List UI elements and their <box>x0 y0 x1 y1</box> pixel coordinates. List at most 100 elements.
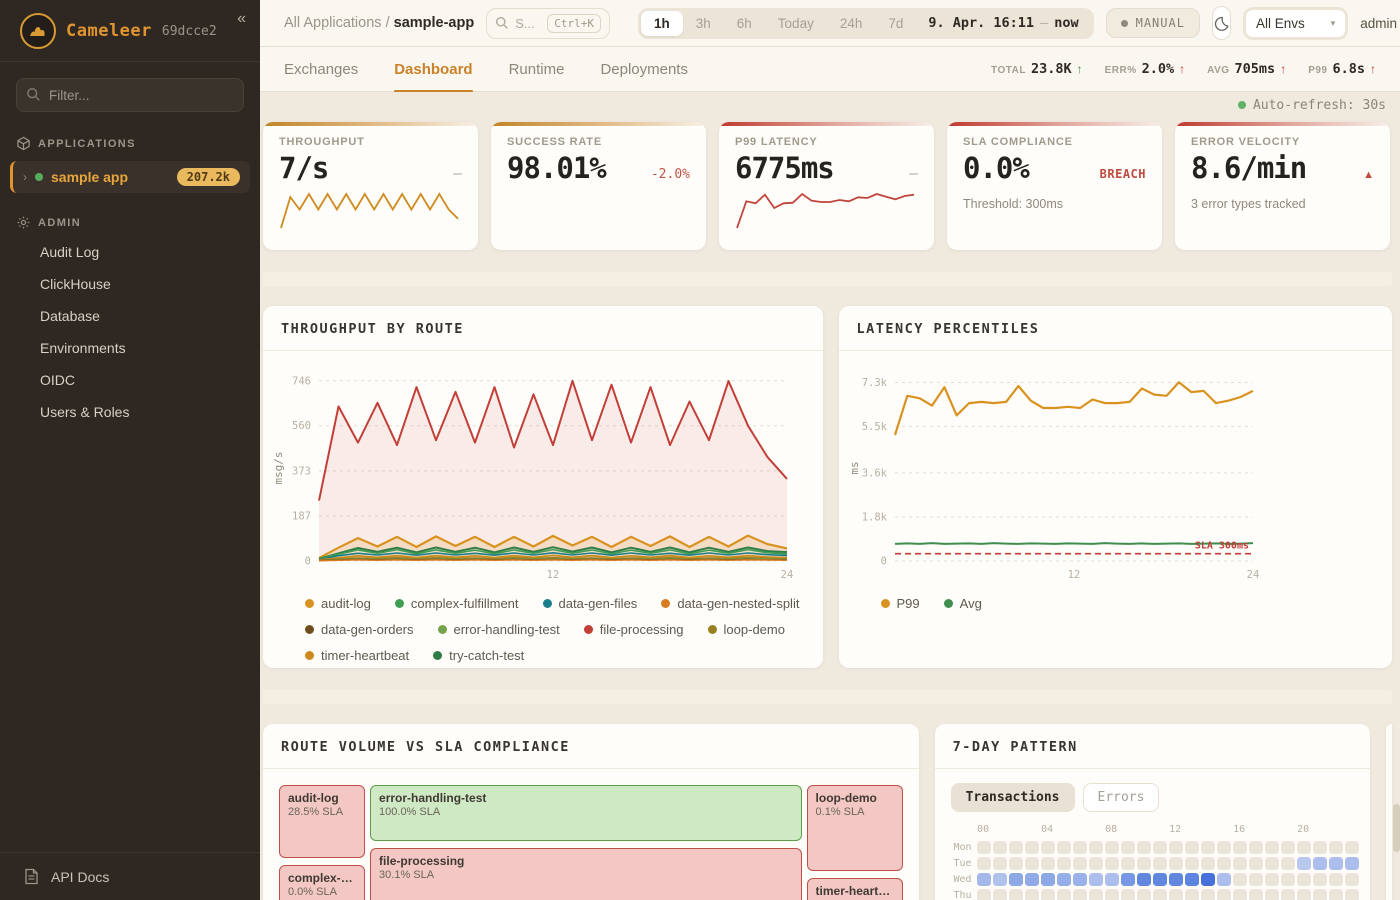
heatmap-cell[interactable] <box>1201 840 1215 854</box>
heatmap-cell[interactable] <box>1137 840 1151 854</box>
heatmap-cell[interactable] <box>1281 872 1295 886</box>
tab-deployments[interactable]: Deployments <box>600 60 688 78</box>
sidebar-item-environments[interactable]: Environments <box>40 340 126 356</box>
sidebar-item-sample-app[interactable]: › sample app 207.2k <box>10 161 250 193</box>
heatmap-cell[interactable] <box>1009 872 1023 886</box>
heatmap-cell[interactable] <box>1217 840 1231 854</box>
heatmap-cell[interactable] <box>1105 840 1119 854</box>
heatmap-cell[interactable] <box>1073 872 1087 886</box>
legend-item-avg[interactable]: Avg <box>943 596 982 611</box>
heatmap-cell[interactable] <box>1201 856 1215 870</box>
heatmap-cell[interactable] <box>1345 856 1359 870</box>
heatmap-cell[interactable] <box>1025 840 1039 854</box>
heatmap-cell[interactable] <box>1249 856 1263 870</box>
heatmap-cell[interactable] <box>1345 888 1359 900</box>
treemap-tile-error-handling-test[interactable]: error-handling-test 100.0% SLA <box>370 785 802 842</box>
heatmap-cell[interactable] <box>1313 872 1327 886</box>
heatmap-cell[interactable] <box>1121 856 1135 870</box>
toggle-transactions[interactable]: Transactions <box>950 783 1075 812</box>
heatmap-cell[interactable] <box>1137 872 1151 886</box>
heatmap-cell[interactable] <box>1137 856 1151 870</box>
heatmap-cell[interactable] <box>1265 856 1279 870</box>
legend-item-complex-fulfillment[interactable]: complex-fulfillment <box>394 596 519 611</box>
heatmap-cell[interactable] <box>1329 872 1343 886</box>
heatmap-cell[interactable] <box>1025 872 1039 886</box>
heatmap-cell[interactable] <box>1169 888 1183 900</box>
legend-item-try-catch-test[interactable]: try-catch-test <box>433 648 524 663</box>
heatmap-cell[interactable] <box>1169 840 1183 854</box>
heatmap-cell[interactable] <box>1313 856 1327 870</box>
heatmap-cell[interactable] <box>1073 840 1087 854</box>
heatmap-cell[interactable] <box>993 856 1007 870</box>
heatmap-cell[interactable] <box>1217 856 1231 870</box>
legend-item-file-processing[interactable]: file-processing <box>583 622 684 637</box>
heatmap-cell[interactable] <box>1105 872 1119 886</box>
latency-chart[interactable]: 0 1.8k 3.6k 5.5k 7.3k 12 24 ms SLA 300ms <box>847 365 1267 583</box>
heatmap-cell[interactable] <box>1249 840 1263 854</box>
heatmap-cell[interactable] <box>1057 856 1071 870</box>
heatmap-cell[interactable] <box>1089 872 1103 886</box>
legend-item-data-gen-files[interactable]: data-gen-files <box>542 596 637 611</box>
heatmap-cell[interactable] <box>1089 856 1103 870</box>
filter-input[interactable] <box>16 78 244 112</box>
heatmap-cell[interactable] <box>1169 872 1183 886</box>
heatmap-cell[interactable] <box>1281 840 1295 854</box>
heatmap-cell[interactable] <box>1153 856 1167 870</box>
range-button-1h[interactable]: 1h <box>640 10 683 36</box>
heatmap-cell[interactable] <box>1121 840 1135 854</box>
heatmap-cell[interactable] <box>1201 888 1215 900</box>
heatmap-cell[interactable] <box>1313 840 1327 854</box>
time-range-display[interactable]: 9. Apr. 16:11— now <box>928 15 1079 31</box>
heatmap-cell[interactable] <box>1089 840 1103 854</box>
heatmap-cell[interactable] <box>1297 840 1311 854</box>
heatmap-cell[interactable] <box>1025 888 1039 900</box>
range-button-6h[interactable]: 6h <box>724 11 765 36</box>
heatmap-cell[interactable] <box>1217 888 1231 900</box>
heatmap-cell[interactable] <box>1249 872 1263 886</box>
tab-exchanges[interactable]: Exchanges <box>284 60 359 78</box>
heatmap-cell[interactable] <box>1297 872 1311 886</box>
sidebar-item-api-docs[interactable]: API Docs <box>0 852 260 900</box>
legend-item-data-gen-orders[interactable]: data-gen-orders <box>305 622 414 637</box>
sidebar-item-database[interactable]: Database <box>40 308 100 324</box>
treemap-tile-timer-heartbeat[interactable]: timer-heartbeat30.6% SLA <box>806 878 903 900</box>
heatmap-cell[interactable] <box>1009 856 1023 870</box>
toggle-errors[interactable]: Errors <box>1082 783 1160 812</box>
heatmap-cell[interactable] <box>1009 888 1023 900</box>
heatmap-cell[interactable] <box>1137 888 1151 900</box>
treemap-tile-loop-demo[interactable]: loop-demo 0.1% SLA <box>806 785 903 871</box>
heatmap-cell[interactable] <box>1313 888 1327 900</box>
tab-runtime[interactable]: Runtime <box>508 60 565 78</box>
heatmap-cell[interactable] <box>1057 840 1071 854</box>
heatmap-cell[interactable] <box>1153 888 1167 900</box>
range-button-24h[interactable]: 24h <box>827 11 876 36</box>
sidebar-item-audit-log[interactable]: Audit Log <box>40 244 100 260</box>
heatmap-cell[interactable] <box>977 888 991 900</box>
legend-item-data-gen-nested-split[interactable]: data-gen-nested-split <box>661 596 799 611</box>
heatmap-cell[interactable] <box>1041 840 1055 854</box>
heatmap-cell[interactable] <box>993 872 1007 886</box>
heatmap-cell[interactable] <box>1329 888 1343 900</box>
heatmap-cell[interactable] <box>1249 888 1263 900</box>
breadcrumb-root[interactable]: All Applications <box>284 15 382 31</box>
heatmap-cell[interactable] <box>1121 888 1135 900</box>
heatmap-cell[interactable] <box>1153 840 1167 854</box>
heatmap-cell[interactable] <box>1201 872 1215 886</box>
heatmap-cell[interactable] <box>1265 840 1279 854</box>
heatmap-cell[interactable] <box>977 840 991 854</box>
heatmap-cell[interactable] <box>1185 888 1199 900</box>
treemap-tile-complex-fulfil[interactable]: complex-fulfil...0.0% SLA <box>279 864 366 900</box>
heatmap-cell[interactable] <box>1153 872 1167 886</box>
heatmap-cell[interactable] <box>1073 856 1087 870</box>
env-select[interactable]: All Envs ▾ <box>1245 9 1346 37</box>
range-button-today[interactable]: Today <box>765 11 827 36</box>
heatmap-cell[interactable] <box>1233 888 1247 900</box>
treemap-tile-file-processing[interactable]: file-processing 30.1% SLA <box>370 848 802 900</box>
legend-item-loop-demo[interactable]: loop-demo <box>707 622 785 637</box>
heatmap-cell[interactable] <box>1297 888 1311 900</box>
sidebar-collapse-button[interactable]: « <box>237 10 246 27</box>
heatmap-cell[interactable] <box>1041 856 1055 870</box>
expand-chevron-icon[interactable]: › <box>23 170 27 184</box>
heatmap-cell[interactable] <box>1329 840 1343 854</box>
heatmap-cell[interactable] <box>1345 872 1359 886</box>
